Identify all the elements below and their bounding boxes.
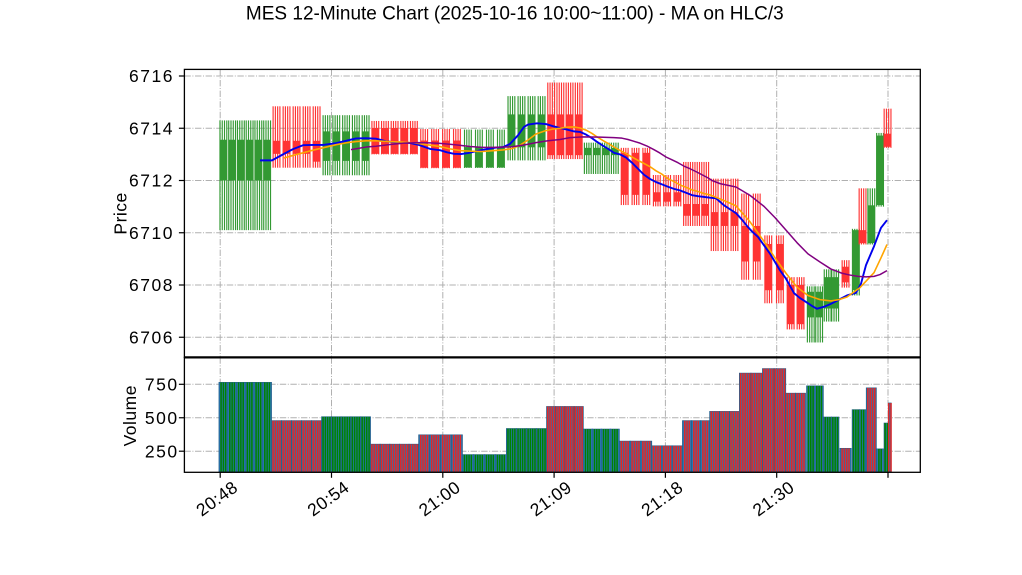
svg-text:500: 500 (145, 408, 179, 428)
svg-text:6716: 6716 (129, 66, 174, 86)
svg-text:6710: 6710 (129, 223, 174, 243)
svg-text:6708: 6708 (129, 275, 174, 295)
svg-text:6706: 6706 (129, 327, 174, 347)
svg-text:6714: 6714 (129, 118, 174, 138)
svg-text:Price: Price (111, 192, 131, 234)
svg-text:Volume: Volume (120, 385, 140, 446)
svg-text:6712: 6712 (129, 171, 174, 191)
svg-text:MES 12-Minute Chart (2025-10-1: MES 12-Minute Chart (2025-10-16 10:00~11… (246, 4, 784, 25)
svg-text:750: 750 (145, 375, 179, 395)
svg-text:250: 250 (145, 441, 179, 461)
